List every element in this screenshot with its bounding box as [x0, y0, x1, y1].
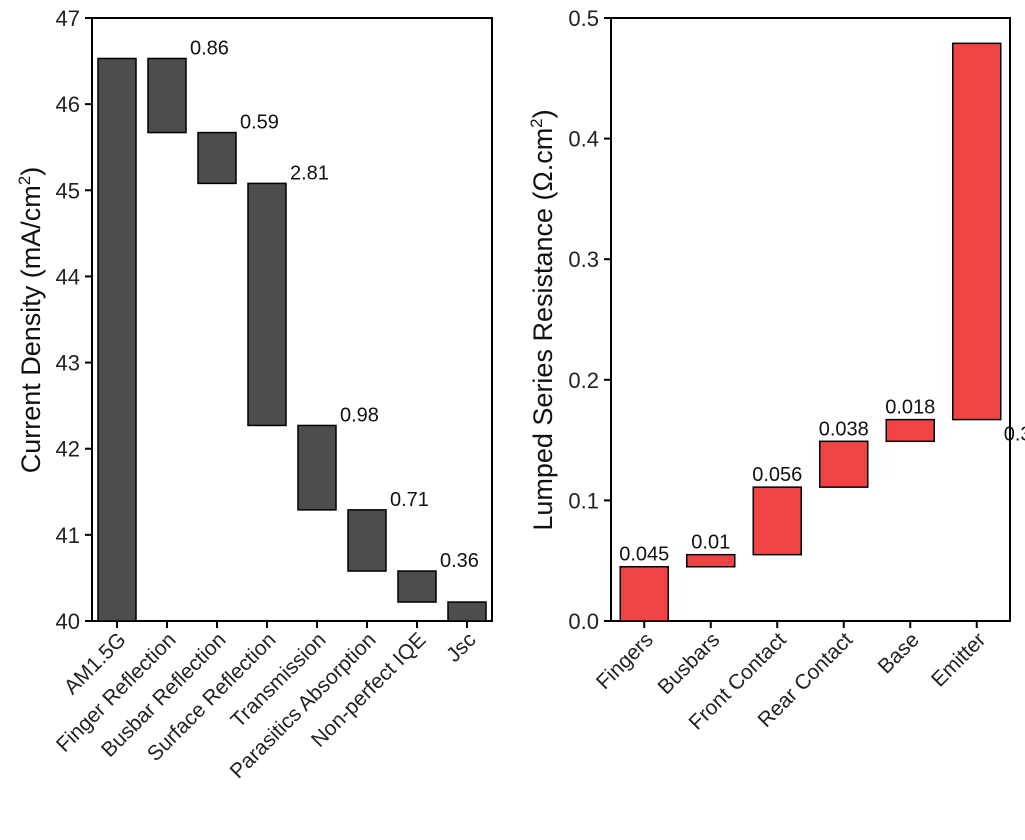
y-axis-title: Lumped Series Resistance (Ω.cm2)	[527, 109, 558, 530]
y-axis-title-superscript: 2	[527, 118, 546, 127]
data-label: 0.038	[819, 418, 869, 440]
data-label: 0.312	[1004, 424, 1025, 446]
y-tick-label: 0.1	[568, 488, 599, 513]
y-axis-title-main: Current Density (mA/cm	[16, 185, 46, 473]
bar	[297, 424, 337, 511]
bar	[447, 601, 487, 622]
category-label: Fingers	[592, 628, 658, 694]
bar	[952, 42, 1002, 421]
y-tick-label: 0.5	[568, 6, 599, 31]
bar	[819, 440, 869, 488]
data-label: 0.056	[752, 464, 802, 486]
category-label: Base	[874, 628, 924, 678]
category-label: Emitter	[927, 628, 990, 691]
data-label: 2.81	[290, 162, 329, 184]
y-tick-label: 45	[56, 178, 80, 203]
plot-frame	[91, 17, 493, 622]
bar	[752, 486, 802, 556]
y-tick-label: 40	[56, 609, 80, 634]
bar	[147, 57, 187, 134]
y-tick-label: 47	[56, 6, 80, 31]
category-label: Jsc	[442, 628, 481, 667]
data-label: 0.59	[240, 112, 279, 134]
y-tick-label: 0.4	[568, 127, 599, 152]
y-tick-label: 46	[56, 92, 80, 117]
bar	[97, 57, 137, 622]
series-resistance-waterfall-chart: 0.0 0.1 0.2 0.3 0.4 0.5 0.045 0.01 0.056 0.038 0.0…	[527, 6, 1025, 735]
data-label: 0.36	[440, 550, 479, 572]
y-tick-label: 43	[56, 351, 80, 376]
bar	[247, 182, 287, 427]
y-axis-title: Current Density (mA/cm2)	[15, 167, 46, 474]
current-density-waterfall-chart: 40 41 42 43 44 45 46 47 0.86 0.59 2.81 0.98 0.71 0.36…	[15, 6, 493, 783]
y-axis-title-superscript: 2	[15, 176, 34, 185]
y-tick-label: 44	[56, 264, 80, 289]
y-tick-label: 41	[56, 523, 80, 548]
data-label: 0.86	[190, 37, 229, 59]
data-label: 0.71	[390, 489, 429, 511]
bar	[619, 565, 669, 622]
bar	[197, 131, 237, 185]
data-label: 0.01	[691, 532, 730, 554]
y-axis-title-main: Lumped Series Resistance (Ω.cm	[528, 128, 558, 531]
y-axis-title-close: )	[16, 167, 46, 176]
bar	[347, 509, 387, 572]
bar	[885, 418, 935, 443]
y-axis-title-close: )	[528, 109, 558, 118]
bar	[397, 570, 437, 603]
plot-frame	[610, 17, 1011, 622]
y-tick-label: 0.0	[568, 609, 599, 634]
data-label: 0.045	[619, 544, 669, 566]
data-label: 0.98	[340, 404, 379, 426]
y-tick-label: 0.3	[568, 247, 599, 272]
y-tick-label: 42	[56, 437, 80, 462]
y-tick-label: 0.2	[568, 368, 599, 393]
bar	[686, 553, 736, 568]
data-label: 0.018	[885, 397, 935, 419]
